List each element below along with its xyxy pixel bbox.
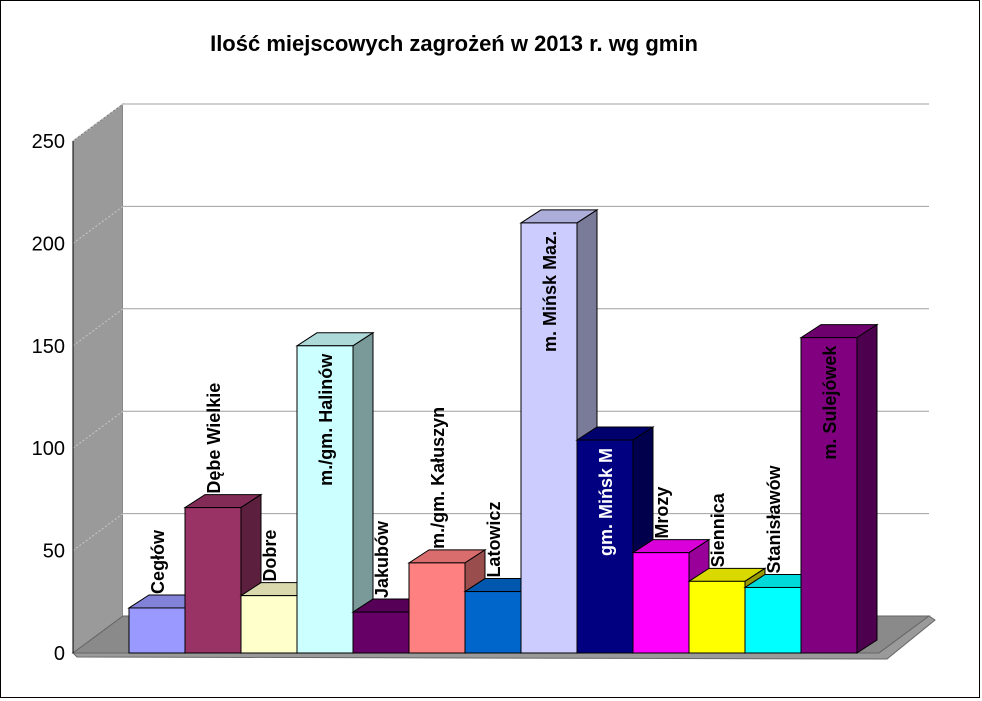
data-label: Latowicz <box>484 502 504 578</box>
y-tick-label: 250 <box>32 131 65 153</box>
bar-front <box>464 591 522 654</box>
bar-front <box>632 552 690 654</box>
bar-front <box>800 337 858 654</box>
bars <box>127 208 879 654</box>
bar <box>799 323 879 654</box>
chart-title: Ilość miejscowych zagrożeń w 2013 r. wg … <box>210 31 698 56</box>
data-label: Siennica <box>708 492 728 567</box>
data-label: Cegłów <box>148 529 168 594</box>
data-label: m./gm. Kałuszyn <box>428 407 448 549</box>
bar-front <box>576 439 634 654</box>
data-labels: Cegłów Dębe Wielkie Dobre m./gm. Halinów Jak… <box>148 231 840 598</box>
data-label: m. Sulejówek <box>820 345 840 460</box>
y-axis: 0 50 100 150 200 250 <box>32 131 74 665</box>
y-tick-label: 200 <box>32 233 65 255</box>
bar-front <box>296 345 354 654</box>
y-tick-label: 150 <box>32 336 65 358</box>
bar <box>295 331 375 654</box>
y-tick-label: 100 <box>32 438 65 460</box>
side-wall <box>72 103 124 654</box>
data-label: Dębe Wielkie <box>204 383 224 494</box>
bar-front <box>128 607 186 654</box>
bar-front <box>184 507 242 654</box>
y-tick-label: 50 <box>43 541 65 563</box>
bar-front <box>352 611 410 654</box>
data-label: gm. Mińsk M <box>596 448 616 556</box>
data-label: Jakubów <box>372 520 392 598</box>
bar-front <box>520 222 578 654</box>
data-label: Dobre <box>260 530 280 582</box>
bar-front <box>240 595 298 654</box>
y-tick-label: 0 <box>54 643 65 665</box>
floor-edge <box>71 615 936 660</box>
bar-side <box>856 323 878 654</box>
data-label: m. Mińsk Maz. <box>540 231 560 352</box>
data-label: Mrozy <box>652 487 672 539</box>
data-label: Stanisławów <box>764 464 784 573</box>
data-label: m./gm. Halinów <box>316 353 336 486</box>
bar <box>631 538 711 654</box>
bar-front <box>408 562 466 654</box>
bar-front <box>744 586 802 654</box>
bar-front <box>688 580 746 654</box>
